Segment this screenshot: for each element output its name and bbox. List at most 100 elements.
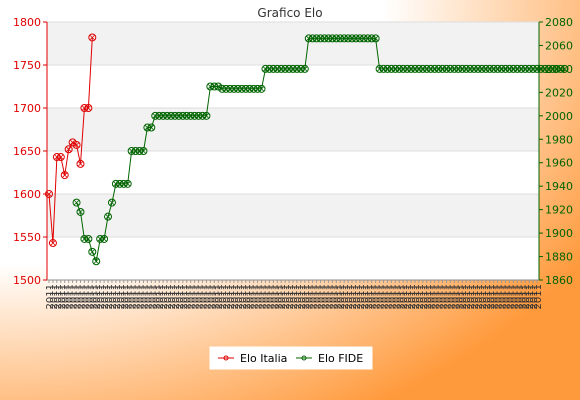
x-tick-label: 2011	[183, 284, 194, 309]
italia-point	[76, 159, 85, 168]
x-tick-label: 2011	[147, 284, 158, 309]
x-tick-label: 2011	[313, 284, 324, 309]
fide-point	[100, 234, 109, 243]
x-tick-label: 2011	[167, 284, 178, 309]
fide-point	[88, 247, 97, 256]
x-tick-label: 2011	[490, 284, 501, 309]
series-elo-fide	[72, 34, 569, 266]
x-tick-label: 2011	[128, 284, 139, 309]
x-tick-label: 2011	[502, 284, 513, 309]
x-tick-label: 2011	[265, 284, 276, 309]
x-tick-label: 2011	[380, 284, 391, 309]
right-tick-label: 1860	[545, 274, 573, 287]
x-tick-label: 2011	[242, 284, 253, 309]
fide-point-cross	[258, 86, 265, 92]
x-tick-label: 2011	[277, 284, 288, 309]
italia-point-cross	[61, 172, 68, 178]
x-tick-label: 2011	[509, 284, 520, 309]
italia-point	[84, 104, 93, 112]
fide-point-cross	[85, 236, 92, 242]
x-tick-label: 2011	[198, 284, 209, 309]
x-tick-label: 2011	[285, 284, 296, 309]
x-tick-label: 2011	[466, 284, 477, 309]
fide-point	[92, 257, 101, 266]
x-tick-label: 2011	[116, 284, 127, 309]
x-tick-label: 2011	[533, 284, 544, 309]
legend: Elo Italia Elo FIDE	[209, 346, 373, 370]
fide-point	[257, 84, 266, 93]
fide-point	[300, 64, 309, 73]
x-tick-label: 2011	[57, 284, 68, 309]
x-tick-label: 2011	[356, 284, 367, 309]
legend-box	[209, 346, 373, 370]
x-tick-label: 2011	[352, 284, 363, 309]
italia-point	[56, 153, 65, 162]
x-tick-label: 2011	[269, 284, 280, 309]
x-tick-label: 2011	[407, 284, 418, 309]
x-tick-label: 2011	[521, 284, 532, 309]
italia-point-cross	[46, 191, 52, 197]
x-tick-label: 2011	[376, 284, 387, 309]
x-tick-label: 2011	[348, 284, 359, 309]
x-tick-label: 2011	[395, 284, 406, 309]
fide-point	[84, 234, 93, 243]
fide-point	[76, 207, 85, 216]
x-tick-label: 2011	[517, 284, 528, 309]
fide-point-cross	[561, 66, 568, 72]
x-tick-label: 2011	[73, 284, 84, 309]
fide-point	[560, 64, 569, 73]
x-tick-label: 2011	[293, 284, 304, 309]
x-tick-label: 2011	[53, 284, 64, 309]
x-tick-label: 2011	[332, 284, 343, 309]
italia-point	[60, 171, 69, 180]
x-tick-label: 2011	[45, 284, 56, 309]
right-tick-label: 1920	[545, 204, 573, 217]
legend-swatch-marker	[223, 355, 229, 361]
x-tick-label: 2011	[435, 284, 446, 309]
right-tick-label: 2000	[545, 110, 573, 123]
x-tick-label: 2011	[206, 284, 217, 309]
x-tick-label: 2011	[439, 284, 450, 309]
x-tick-label: 2011	[230, 284, 241, 309]
x-tick-label: 2011	[513, 284, 524, 309]
x-tick-label: 2011	[234, 284, 245, 309]
fide-point	[123, 179, 132, 188]
left-tick-label: 1500	[13, 274, 41, 287]
x-tick-label: 2011	[49, 284, 60, 309]
x-tick-label: 2011	[120, 284, 131, 309]
italia-point-cross	[58, 154, 64, 160]
x-tick-label: 2011	[415, 284, 426, 309]
fide-point-cross	[215, 83, 222, 90]
x-tick-label: 2011	[163, 284, 174, 309]
x-tick-label: 2011	[175, 284, 186, 309]
fide-point	[371, 34, 380, 43]
x-tick-label: 2011	[340, 284, 351, 309]
x-tick-label: 2011	[96, 284, 107, 309]
x-tick-label: 2011	[470, 284, 481, 309]
x-tick-label: 2011	[431, 284, 442, 309]
x-tick-label: 2011	[151, 284, 162, 309]
fide-point-cross	[140, 148, 147, 154]
fide-point	[202, 111, 211, 120]
x-tick-label: 2011	[478, 284, 489, 309]
x-tick-label: 2011	[387, 284, 398, 309]
italia-point-cross	[77, 161, 84, 167]
fide-point-cross	[124, 181, 131, 187]
x-tick-label: 2011	[246, 284, 257, 309]
right-tick-label: 1960	[545, 157, 573, 170]
chart-title: Grafico Elo	[257, 6, 322, 20]
fide-point	[72, 198, 81, 207]
italia-point-cross	[69, 139, 76, 146]
fide-point-cross	[109, 199, 115, 206]
series-elo-italia	[45, 33, 97, 248]
left-tick-label: 1600	[13, 188, 41, 201]
right-tick-label: 2080	[545, 16, 573, 29]
left-tick-label: 1700	[13, 102, 41, 115]
right-tick-label: 2020	[545, 86, 573, 99]
x-tick-label: 2011	[139, 284, 150, 309]
x-tick-label: 2011	[179, 284, 190, 309]
right-tick-label: 1900	[545, 227, 573, 240]
x-tick-label: 2011	[525, 284, 536, 309]
x-tick-label: 2011	[159, 284, 170, 309]
